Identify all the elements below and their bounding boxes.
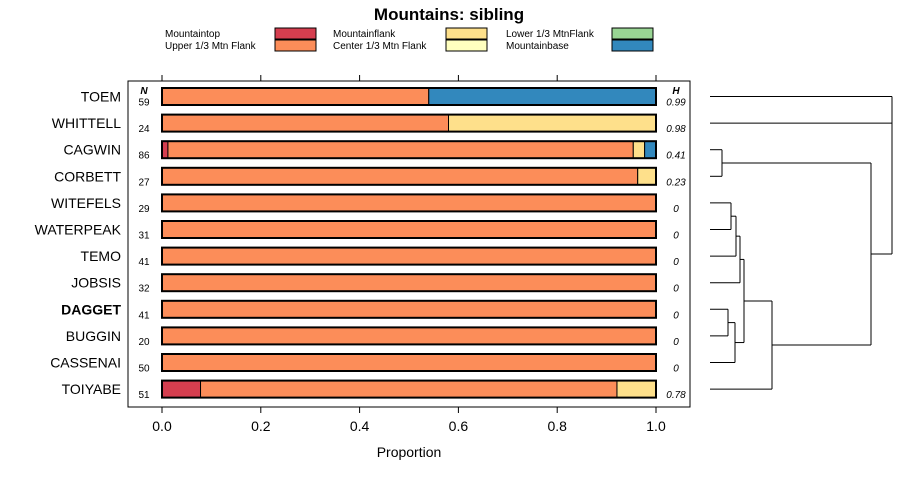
legend-swatch bbox=[611, 39, 654, 52]
bar-segment bbox=[616, 380, 657, 399]
bar-segment bbox=[161, 353, 657, 372]
n-value: 31 bbox=[138, 231, 150, 242]
x-tick-label: 0.6 bbox=[449, 418, 469, 434]
legend-label: Mountainbase bbox=[506, 41, 569, 52]
bar-segment bbox=[637, 167, 657, 186]
row-label: CAGWIN bbox=[63, 142, 121, 158]
bar-outline bbox=[161, 326, 657, 346]
x-tick-label: 0.2 bbox=[251, 418, 271, 434]
x-tick-label: 1.0 bbox=[646, 418, 666, 434]
bar-outline bbox=[161, 379, 657, 399]
h-value: 0 bbox=[673, 364, 679, 375]
h-value: 0 bbox=[673, 310, 679, 321]
legend-swatch bbox=[274, 39, 317, 52]
legend-swatch bbox=[445, 39, 488, 52]
bar-segment bbox=[200, 380, 618, 399]
bar-segment bbox=[632, 140, 646, 159]
h-value: 0 bbox=[673, 337, 679, 348]
bar-segment bbox=[161, 220, 657, 239]
n-value: 50 bbox=[138, 364, 150, 375]
n-value: 41 bbox=[138, 257, 150, 268]
x-tick-label: 0.8 bbox=[547, 418, 567, 434]
row-label: WHITTELL bbox=[52, 115, 121, 131]
row-label: WATERPEAK bbox=[35, 222, 122, 238]
n-value: 41 bbox=[138, 310, 150, 321]
legend-label: Upper 1/3 Mtn Flank bbox=[165, 41, 257, 52]
legend-label: Center 1/3 Mtn Flank bbox=[333, 41, 427, 52]
n-value: 24 bbox=[138, 124, 150, 135]
bars-group: TOEM 59 0.99 WHITTELL 24 0.98 CAGWIN 86 0.41 CORB… bbox=[35, 87, 686, 401]
bar-segment bbox=[644, 140, 657, 159]
n-value: 51 bbox=[138, 390, 150, 401]
h-value: 0.41 bbox=[666, 151, 685, 162]
legend-label: Mountaintop bbox=[165, 29, 220, 40]
row-label: TOEM bbox=[81, 89, 121, 105]
n-column-header: N bbox=[140, 86, 148, 97]
x-tick-label: 0.4 bbox=[350, 418, 370, 434]
legend: Mountaintop Mountainflank Lower 1/3 MtnFla… bbox=[165, 27, 654, 52]
bar-outline bbox=[161, 193, 657, 213]
row-label: TEMO bbox=[81, 248, 122, 264]
bar-segment bbox=[161, 114, 450, 133]
row-label: DAGGET bbox=[61, 301, 121, 317]
dendrogram bbox=[710, 96, 893, 390]
bar-segment bbox=[161, 326, 657, 345]
legend-label: Mountainflank bbox=[333, 29, 396, 40]
bar-segment bbox=[161, 167, 639, 186]
bar-outline bbox=[161, 353, 657, 372]
n-value: 59 bbox=[138, 98, 150, 109]
bar-segment bbox=[428, 87, 657, 106]
legend-label: Lower 1/3 MtnFlank bbox=[506, 29, 595, 40]
legend-swatch bbox=[445, 27, 488, 40]
h-value: 0 bbox=[673, 231, 679, 242]
h-value: 0 bbox=[673, 284, 679, 295]
h-value: 0 bbox=[673, 257, 679, 268]
row-label: CASSENAI bbox=[50, 355, 121, 371]
legend-swatch bbox=[611, 27, 654, 40]
n-value: 32 bbox=[138, 284, 150, 295]
h-value: 0.78 bbox=[666, 390, 686, 401]
bar-segment bbox=[161, 247, 657, 266]
bar-outline bbox=[161, 246, 657, 266]
bar-segment bbox=[161, 380, 202, 399]
x-tick-label: 0.0 bbox=[152, 418, 172, 434]
bar-outline bbox=[161, 273, 657, 293]
bar-outline bbox=[161, 87, 657, 106]
h-column-header: H bbox=[672, 86, 680, 97]
row-label: WITEFELS bbox=[51, 195, 121, 211]
legend-swatch bbox=[274, 27, 317, 40]
h-value: 0.99 bbox=[666, 98, 686, 109]
bar-segment bbox=[448, 114, 657, 133]
chart-title: Mountains: sibling bbox=[374, 5, 524, 24]
n-value: 27 bbox=[138, 177, 150, 188]
bar-segment bbox=[161, 87, 430, 106]
bar-segment bbox=[167, 140, 634, 159]
n-value: 20 bbox=[138, 337, 150, 348]
row-label: CORBETT bbox=[54, 168, 121, 184]
bar-outline bbox=[161, 166, 657, 186]
x-axis-label: Proportion bbox=[377, 444, 442, 460]
bar-segment bbox=[161, 273, 657, 292]
row-label: JOBSIS bbox=[71, 275, 121, 291]
h-value: 0.98 bbox=[666, 124, 686, 135]
bar-segment bbox=[161, 300, 657, 319]
h-value: 0.23 bbox=[666, 177, 686, 188]
bar-outline bbox=[161, 113, 657, 133]
bar-outline bbox=[161, 140, 657, 160]
plot-frame bbox=[127, 80, 691, 408]
x-axis: 0.0 0.2 0.4 0.6 0.8 1.0 bbox=[152, 75, 666, 434]
row-label: BUGGIN bbox=[66, 328, 121, 344]
n-value: 29 bbox=[138, 204, 150, 215]
bar-outline bbox=[161, 299, 657, 319]
n-value: 86 bbox=[138, 151, 150, 162]
h-value: 0 bbox=[673, 204, 679, 215]
row-label: TOIYABE bbox=[62, 381, 121, 397]
bar-segment bbox=[161, 193, 657, 212]
bar-outline bbox=[161, 220, 657, 239]
